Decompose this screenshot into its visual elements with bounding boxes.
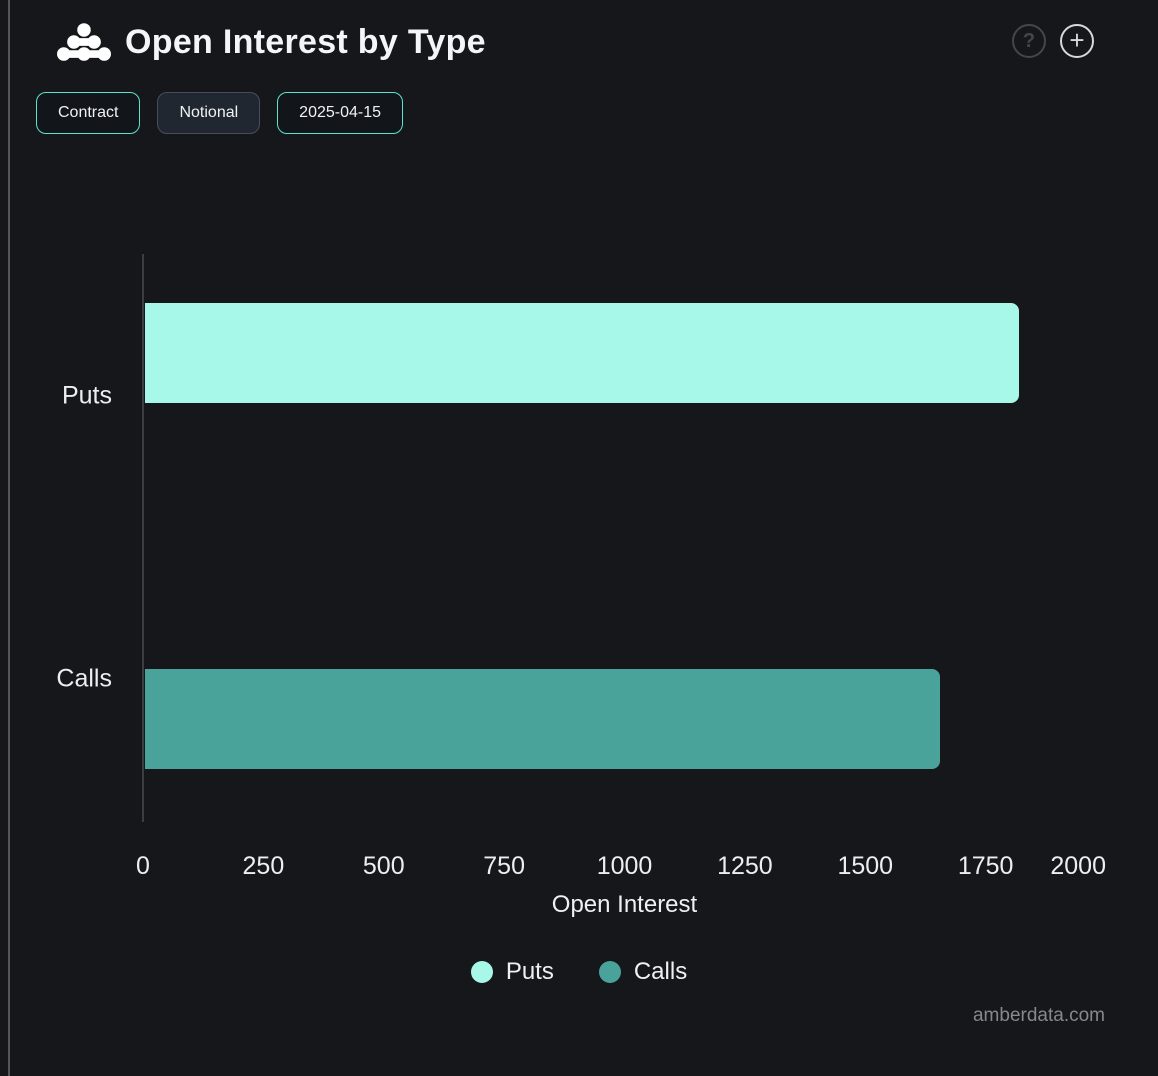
watermark: amberdata.com	[972, 1005, 1105, 1026]
y-axis-line	[142, 254, 144, 822]
contract-button[interactable]: Contract	[36, 92, 141, 134]
legend-item-calls[interactable]: Calls	[598, 958, 688, 986]
legend-label: Puts	[505, 958, 554, 985]
y-category-label-puts: Puts	[61, 381, 112, 410]
amberdata-logo-icon	[57, 23, 111, 61]
legend-label: Calls	[633, 958, 688, 985]
puts-swatch-icon	[470, 961, 493, 983]
header: Open Interest by Type	[57, 22, 486, 62]
x-axis-tick: 1750	[957, 852, 1014, 880]
chart-legend: Puts Calls	[0, 958, 1158, 986]
x-axis-title: Open Interest	[551, 891, 698, 918]
y-category-label-calls: Calls	[56, 664, 112, 693]
x-axis-tick: 750	[483, 852, 525, 880]
legend-item-puts[interactable]: Puts	[470, 958, 554, 986]
x-axis-tick: 250	[242, 852, 285, 880]
add-icon[interactable]: +	[1060, 24, 1094, 58]
bar-calls[interactable]	[145, 669, 940, 769]
x-axis-tick: 0	[136, 852, 150, 880]
date-button[interactable]: 2025-04-15	[277, 92, 404, 134]
x-axis-tick: 500	[362, 852, 405, 880]
notional-button[interactable]: Notional	[157, 92, 261, 134]
controls-row: Contract Notional 2025-04-15	[36, 92, 404, 134]
x-axis-tick: 1000	[596, 852, 653, 880]
page-title: Open Interest by Type	[125, 22, 486, 61]
help-icon[interactable]: ?	[1012, 24, 1046, 58]
calls-swatch-icon	[598, 961, 621, 983]
x-axis-tick: 1250	[717, 852, 773, 880]
x-axis-tick: 2000	[1050, 852, 1106, 880]
panel-left-border	[8, 0, 10, 1076]
bar-puts[interactable]	[145, 303, 1020, 403]
x-axis-tick: 1500	[837, 852, 894, 880]
